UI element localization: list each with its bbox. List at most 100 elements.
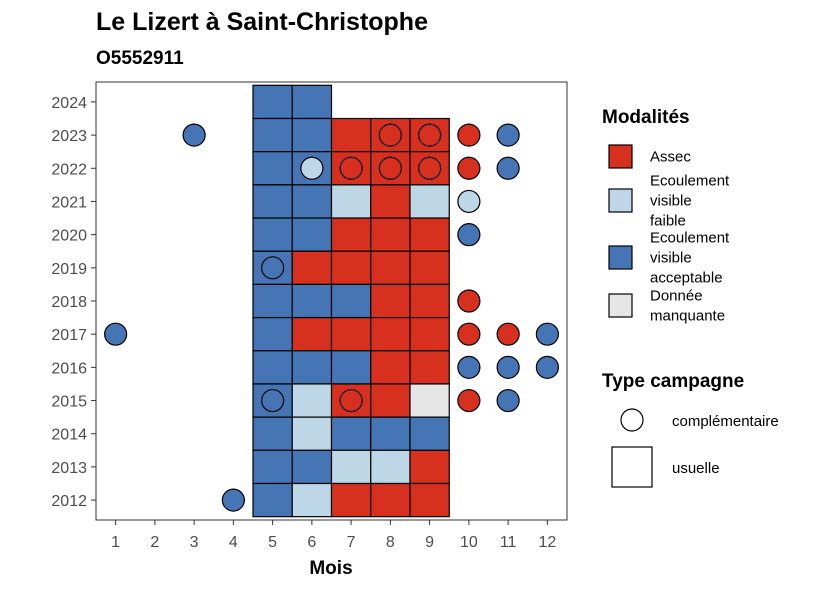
point-2016-10 (457, 355, 481, 379)
tile-2023-5 (252, 117, 293, 153)
tile-2019-8 (370, 250, 411, 286)
point-2023-11 (496, 123, 520, 147)
tile-2021-7 (330, 184, 372, 219)
tile-2023-6 (291, 117, 333, 153)
x-tick-label: 5 (268, 534, 277, 551)
y-tick-label: 2022 (51, 161, 87, 178)
y-tick-label: 2016 (51, 360, 87, 377)
x-tick-label: 12 (538, 534, 556, 551)
x-axis: 1 2 3 4 5 6 7 8 9 10 11 12 (111, 520, 556, 551)
point-2018-10 (457, 289, 481, 313)
y-tick-label: 2018 (51, 294, 87, 311)
tile-2020-6 (291, 217, 333, 252)
tile-2021-5 (252, 184, 293, 219)
x-tick-label: 2 (150, 534, 159, 551)
complementaire-points (104, 123, 559, 512)
legend-key (608, 245, 633, 270)
legend-label: complémentaire (672, 413, 779, 430)
point-2023-10 (457, 123, 481, 147)
tile-2021-9 (409, 184, 450, 219)
legend-campagne-title: Type campagne (602, 371, 744, 392)
tile-2020-8 (370, 217, 411, 252)
tile-2021-6 (291, 184, 333, 219)
point-2022-9 (418, 156, 442, 180)
tile-2017-7 (330, 316, 372, 352)
y-tick-label: 2014 (51, 427, 87, 444)
y-tick-label: 2017 (51, 327, 87, 344)
x-tick-label: 11 (500, 534, 517, 551)
legend-key (608, 188, 633, 213)
tile-2022-5 (252, 151, 293, 186)
tile-2016-6 (291, 350, 333, 385)
tile-2012-5 (252, 482, 293, 518)
tile-2012-9 (409, 482, 450, 518)
chart-title: Le Lizert à Saint-Christophe (96, 8, 428, 36)
point-2017-1 (104, 322, 128, 346)
tile-2012-6 (291, 482, 333, 518)
tile-2014-9 (409, 416, 450, 451)
y-tick-label: 2021 (51, 194, 87, 211)
tile-2014-7 (330, 416, 372, 451)
y-tick-label: 2015 (51, 394, 87, 411)
point-2017-12 (535, 322, 559, 346)
tile-2018-8 (370, 283, 411, 319)
y-tick-label: 2020 (51, 228, 87, 245)
tile-2019-7 (330, 250, 372, 286)
legend-key (608, 144, 633, 169)
tile-2015-9 (409, 383, 450, 418)
tile-2013-8 (370, 449, 411, 485)
x-tick-label: 4 (229, 534, 238, 551)
point-2022-7 (339, 156, 363, 180)
legend-modalites-title: Modalités (602, 107, 690, 128)
usuelle-tiles (252, 84, 450, 518)
point-2012-4 (221, 488, 245, 512)
tile-2016-9 (409, 350, 450, 385)
x-tick-label: 3 (190, 534, 199, 551)
tile-2017-8 (370, 316, 411, 352)
tile-2017-9 (409, 316, 450, 352)
x-axis-title: Mois (309, 558, 352, 579)
point-2022-10 (457, 156, 481, 180)
x-tick-label: 7 (347, 534, 356, 551)
x-tick-label: 1 (111, 534, 120, 551)
point-2017-10 (457, 322, 481, 346)
tile-2017-6 (291, 316, 333, 352)
point-2023-8 (378, 123, 402, 147)
tile-2013-9 (409, 449, 450, 485)
point-2020-10 (457, 223, 481, 247)
legend-campagne: complémentaire usuelle (611, 408, 779, 488)
point-2019-5 (261, 256, 285, 280)
x-tick-label: 10 (460, 534, 478, 551)
tile-2020-7 (330, 217, 372, 252)
point-2015-7 (339, 388, 363, 413)
tile-2015-6 (291, 383, 333, 418)
x-tick-label: 6 (307, 534, 316, 551)
legend-label: Ecoulement (650, 230, 730, 247)
tile-2019-6 (291, 250, 333, 286)
tile-2013-6 (291, 449, 333, 485)
legend-label: usuelle (672, 460, 720, 477)
x-tick-label: 8 (386, 534, 395, 551)
legend-label: Assec (650, 149, 691, 166)
tile-2014-8 (370, 416, 411, 451)
legend-circle-key (620, 408, 644, 432)
legend-label: manquante (650, 308, 725, 325)
legend-label: faible (650, 213, 686, 230)
x-tick-label: 9 (425, 534, 434, 551)
tile-2015-8 (370, 383, 411, 418)
tile-2016-8 (370, 350, 411, 385)
tile-2024-6 (291, 84, 333, 120)
tile-2016-5 (252, 350, 293, 385)
tile-2018-5 (252, 283, 293, 319)
tile-2019-9 (409, 250, 450, 286)
tile-2023-7 (330, 117, 372, 153)
point-2015-11 (496, 388, 520, 413)
tile-2014-6 (291, 416, 333, 451)
point-2023-9 (418, 123, 442, 147)
tile-2013-5 (252, 449, 293, 485)
tile-2018-9 (409, 283, 450, 319)
tile-2014-5 (252, 416, 293, 451)
point-2015-5 (261, 388, 285, 413)
point-2017-11 (496, 322, 520, 346)
